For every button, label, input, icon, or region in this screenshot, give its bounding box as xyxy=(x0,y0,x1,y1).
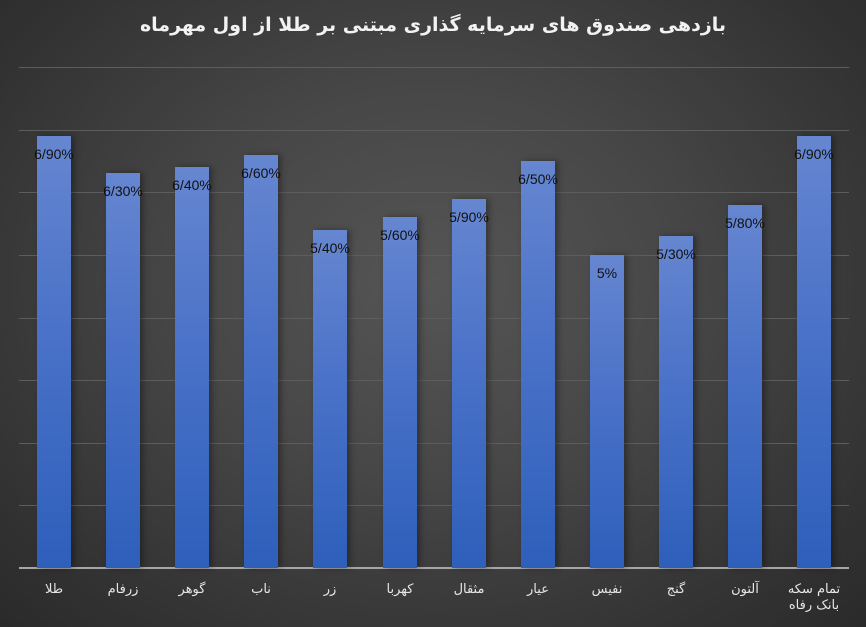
gridline xyxy=(19,192,849,193)
category-label: مثقال xyxy=(429,582,509,598)
x-axis-line xyxy=(19,567,849,569)
data-label: 6/90% xyxy=(34,146,74,162)
bar xyxy=(175,167,209,568)
bar xyxy=(37,136,71,568)
data-label: 5/90% xyxy=(449,209,489,225)
bar xyxy=(590,255,624,568)
data-label: 5/40% xyxy=(310,240,350,256)
data-label: 5/80% xyxy=(725,215,765,231)
category-label-line: مثقال xyxy=(453,582,485,597)
category-label: گنج xyxy=(636,582,716,598)
category-label: نفیس xyxy=(567,582,647,598)
chart-title: بازدهی صندوق های سرمایه گذاری مبتنی بر ط… xyxy=(139,14,727,36)
gridline xyxy=(19,318,849,319)
category-label: ناب xyxy=(221,582,301,598)
category-label-line: تمام سکه xyxy=(787,582,841,597)
category-label-line: کهربا xyxy=(386,582,414,597)
bar xyxy=(728,205,762,568)
category-label-line: گوهر xyxy=(178,582,206,597)
gridline xyxy=(19,130,849,131)
bar xyxy=(452,199,486,568)
gridline xyxy=(19,255,849,256)
category-label-line: طلا xyxy=(44,582,64,597)
category-label-line: نفیس xyxy=(591,582,623,597)
data-label: 6/60% xyxy=(241,165,281,181)
category-label: زر xyxy=(290,582,370,598)
data-label: 5% xyxy=(596,265,618,281)
category-label: زرفام xyxy=(83,582,163,598)
category-label: عیار xyxy=(498,582,578,598)
data-label: 6/30% xyxy=(103,183,143,199)
data-label: 6/90% xyxy=(794,146,834,162)
category-label-line: گنج xyxy=(666,582,686,597)
data-label: 5/30% xyxy=(656,246,696,262)
data-label: 6/40% xyxy=(172,177,212,193)
bar xyxy=(106,173,140,568)
category-label-line: ناب xyxy=(251,582,271,597)
bar xyxy=(659,236,693,568)
category-label-line: زرفام xyxy=(107,582,139,597)
bar xyxy=(521,161,555,568)
bar xyxy=(244,155,278,568)
category-label-line: آلتون xyxy=(731,582,759,597)
category-label-line: زر xyxy=(323,582,337,597)
gridline xyxy=(19,505,849,506)
bar xyxy=(313,230,347,568)
gridline xyxy=(19,380,849,381)
bar xyxy=(797,136,831,568)
plot-area: 6/90% طلا 6/30% زرفام 6/40% گوهر 6/60% ناب 5/40%… xyxy=(19,0,849,627)
gridline xyxy=(19,67,849,68)
category-label: کهربا xyxy=(360,582,440,598)
gridline xyxy=(19,443,849,444)
data-label: 5/60% xyxy=(380,227,420,243)
category-label: طلا xyxy=(14,582,94,598)
category-label-line: بانک رفاه xyxy=(788,598,840,613)
category-label: آلتون xyxy=(705,582,785,598)
data-label: 6/50% xyxy=(518,171,558,187)
category-label: گوهر xyxy=(152,582,232,598)
bar xyxy=(383,217,417,568)
category-label-line: عیار xyxy=(527,582,549,597)
category-label: تمام سکه بانک رفاه xyxy=(774,582,854,614)
